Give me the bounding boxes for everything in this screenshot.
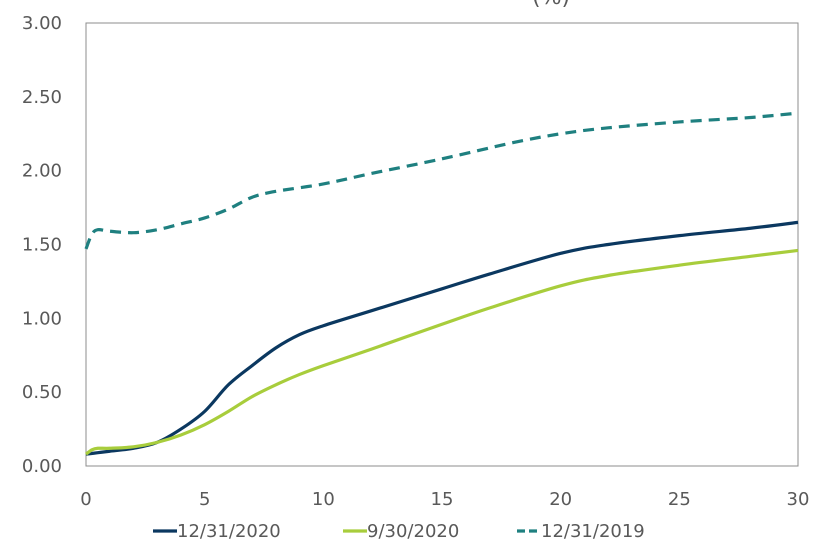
x-tick-label: 0 <box>80 489 91 510</box>
legend-label: 12/31/2020 <box>177 521 281 542</box>
series-line-3 <box>84 111 799 250</box>
y-tick-label: 3.00 <box>22 13 62 34</box>
legend-entry: 12/31/2019 <box>517 521 645 542</box>
x-tick-label: 10 <box>312 489 335 510</box>
legend-entry: 9/30/2020 <box>343 521 459 542</box>
y-tick-label: 2.00 <box>22 161 62 182</box>
y-tick-label: 2.50 <box>22 87 62 108</box>
plot-area-frame <box>85 22 799 467</box>
x-tick-label: 30 <box>787 489 810 510</box>
y-tick-label: 0.00 <box>22 456 62 477</box>
x-tick-label: 20 <box>549 489 572 510</box>
series-line-2 <box>85 248 799 456</box>
y-tick-label: 1.00 <box>22 308 62 329</box>
y-tick-label: 1.50 <box>22 235 62 256</box>
x-tick-label: 5 <box>199 489 210 510</box>
legend-entry: 12/31/2020 <box>153 521 281 542</box>
legend-label: 9/30/2020 <box>367 521 459 542</box>
y-tick-label: 0.50 <box>22 382 62 403</box>
series-line-1 <box>85 220 799 456</box>
x-tick-label: 25 <box>668 489 691 510</box>
cropped-title-fragment: (%) <box>532 0 570 10</box>
legend-label: 12/31/2019 <box>541 521 645 542</box>
x-tick-label: 15 <box>431 489 454 510</box>
